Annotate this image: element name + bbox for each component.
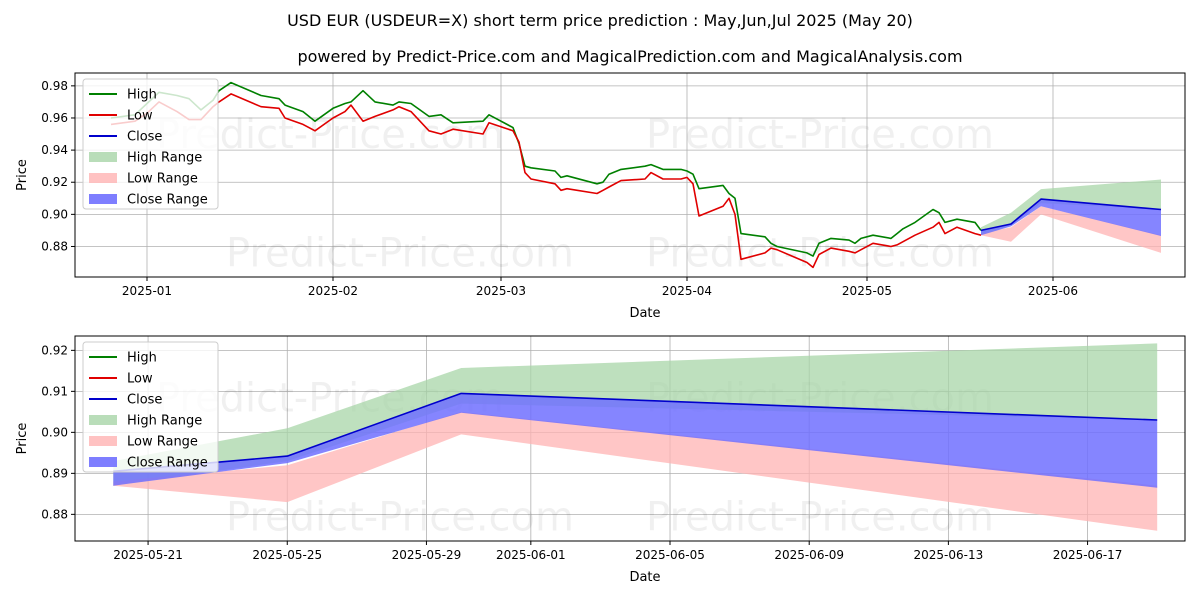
plot-frame <box>74 72 1186 278</box>
y-tick-label: 0.98 <box>41 79 68 93</box>
watermark-text: Predict-Price.com <box>226 494 574 540</box>
y-tick-label: 0.92 <box>41 175 68 189</box>
legend: High Low Close High Range Low Range Close Ran… <box>82 78 219 210</box>
legend-entry-label: Low Range <box>127 172 198 187</box>
watermark-text: Predict-Price.com <box>646 112 994 158</box>
x-tick-label: 2025-04 <box>662 284 712 298</box>
low-range-band <box>981 206 1161 253</box>
watermark-text: Predict-Price.com <box>646 494 994 540</box>
chart-subtitle: powered by Predict-Price.com and Magical… <box>297 47 962 66</box>
y-tick-label: 0.88 <box>41 239 68 253</box>
legend-entry-label: Low <box>127 372 153 387</box>
legend-entry-label: Close Range <box>127 193 208 208</box>
x-tick-label: 2025-06-17 <box>1053 548 1123 562</box>
y-tick-label: 0.90 <box>41 207 68 221</box>
low-series-line <box>110 93 982 269</box>
y-tick-label: 0.94 <box>41 143 68 157</box>
close-range-legend-swatch <box>89 194 117 204</box>
legend-entry-label: Close Range <box>127 456 208 471</box>
y-axis-label: Price <box>15 423 30 455</box>
x-tick-label: 2025-05-25 <box>252 548 322 562</box>
legend-entry-label: Low <box>127 109 153 124</box>
x-tick-label: 2025-06 <box>1028 284 1078 298</box>
y-axis-label: Price <box>15 159 30 191</box>
low-range-legend-swatch <box>89 436 117 446</box>
watermark-text: Predict-Price.com <box>226 231 574 277</box>
high-series-line <box>110 81 982 257</box>
close-range-band <box>113 393 1158 488</box>
x-tick-label: 2025-02 <box>308 284 358 298</box>
x-tick-label: 2025-05 <box>842 284 892 298</box>
y-tick-label: 0.91 <box>41 384 68 398</box>
x-tick-label: 2025-03 <box>476 284 526 298</box>
close-series-line <box>980 198 1162 232</box>
high-range-band <box>981 179 1161 236</box>
legend-entry-label: Close <box>127 130 162 145</box>
x-tick-label: 2025-01 <box>122 284 172 298</box>
plot-frame <box>74 335 1186 542</box>
y-tick-label: 0.92 <box>41 343 68 357</box>
legend-entry-label: Low Range <box>127 435 198 450</box>
y-tick-label: 0.90 <box>41 425 68 439</box>
high-range-legend-swatch <box>89 415 117 425</box>
legend-entry-label: Close <box>127 393 162 408</box>
x-axis-label: Date <box>629 306 660 321</box>
x-tick-label: 2025-06-01 <box>496 548 566 562</box>
legend-entry-label: High <box>127 351 157 366</box>
close-range-band <box>981 199 1161 236</box>
x-axis-label: Date <box>629 570 660 585</box>
chart-title: USD EUR (USDEUR=X) short term price pred… <box>287 11 913 30</box>
x-tick-label: 2025-06-13 <box>914 548 984 562</box>
close-range-legend-swatch <box>89 457 117 467</box>
low-range-band <box>113 411 1158 531</box>
x-tick-label: 2025-06-09 <box>774 548 844 562</box>
plot-area <box>110 81 1162 269</box>
y-tick-label: 0.88 <box>41 507 68 521</box>
x-tick-label: 2025-05-21 <box>113 548 183 562</box>
x-tick-label: 2025-06-05 <box>635 548 705 562</box>
low-range-legend-swatch <box>89 173 117 183</box>
grid-lines <box>75 73 1185 277</box>
x-tick-label: 2025-05-29 <box>392 548 462 562</box>
top-panel: Predict-Price.com Predict-Price.comPredic… <box>15 72 1186 321</box>
y-tick-label: 0.96 <box>41 111 68 125</box>
legend-entry-label: High Range <box>127 414 202 429</box>
legend-entry-label: High Range <box>127 151 202 166</box>
high-range-band <box>113 343 1158 486</box>
high-range-legend-swatch <box>89 152 117 162</box>
legend-entry-label: High <box>127 88 157 103</box>
y-tick-label: 0.89 <box>41 466 68 480</box>
legend: High Low Close High Range Low Range Close Ran… <box>82 341 219 473</box>
